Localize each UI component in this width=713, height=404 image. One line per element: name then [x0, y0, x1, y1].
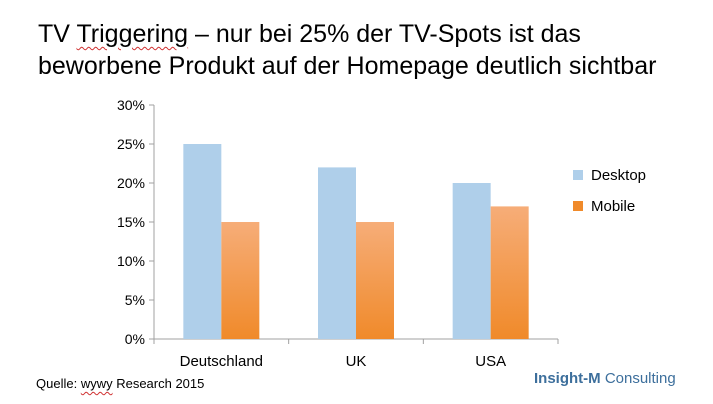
x-tick-label: UK — [346, 353, 367, 370]
source-note: Quelle: wywy Research 2015 — [36, 376, 204, 391]
bar-desktop-deutschland — [183, 144, 222, 339]
y-tick-label: 25% — [117, 136, 145, 152]
legend-item-mobile: Mobile — [573, 195, 646, 217]
bar-desktop-uk — [318, 167, 356, 339]
brand-name-rest: Consulting — [600, 370, 676, 387]
chart-bars — [183, 144, 529, 339]
source-suffix: Research 2015 — [112, 376, 205, 391]
y-tick-label: 5% — [125, 292, 145, 308]
x-tick-label: Deutschland — [180, 353, 263, 370]
brand-name-bold: Insight-M — [534, 370, 601, 387]
y-tick-label: 30% — [117, 97, 145, 113]
bar-mobile-usa — [490, 206, 529, 339]
chart-title-line-1: TV Triggering – nur bei 25% der TV-Spots… — [38, 18, 698, 50]
y-tick-label: 15% — [117, 214, 145, 230]
source-prefix: Quelle: — [36, 376, 81, 391]
y-tick-label: 0% — [125, 331, 145, 347]
chart-title: TV Triggering – nur bei 25% der TV-Spots… — [38, 18, 698, 82]
y-tick-label: 20% — [117, 175, 145, 191]
legend-item-desktop: Desktop — [573, 164, 646, 186]
y-tick-label: 10% — [117, 253, 145, 269]
bar-mobile-uk — [356, 222, 394, 339]
legend-swatch-desktop — [573, 170, 583, 180]
title-spellcheck-word: Triggering — [76, 20, 189, 48]
title-pre: TV — [38, 20, 77, 48]
legend-label-mobile: Mobile — [591, 197, 636, 215]
title-post: – nur bei 25% der TV-Spots ist das — [188, 20, 581, 48]
legend-swatch-mobile — [573, 201, 583, 211]
chart-labels: 0% 5% 10% 15% 20% 25% 30% Deutschland UK USA — [117, 97, 506, 370]
source-spellcheck-word: wywy — [80, 376, 113, 391]
x-tick-label: USA — [475, 353, 506, 370]
bar-desktop-usa — [452, 183, 491, 339]
legend-label-desktop: Desktop — [591, 166, 647, 184]
chart-title-line-2: beworbene Produkt auf der Homepage deutl… — [38, 52, 657, 80]
brand-logo-text: Insight-M Consulting — [534, 370, 676, 387]
bar-mobile-deutschland — [221, 222, 260, 339]
chart-legend: Desktop Mobile — [573, 164, 646, 226]
